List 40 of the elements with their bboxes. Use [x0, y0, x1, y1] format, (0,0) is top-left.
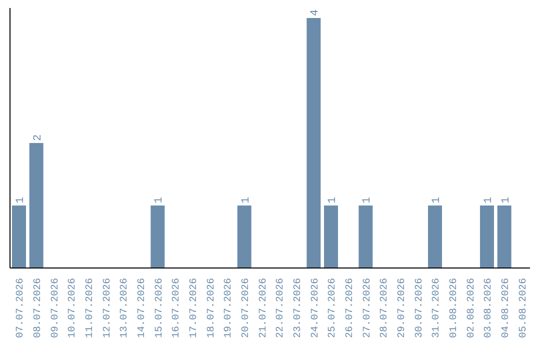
x-tick-label: 21.07.2026: [258, 278, 270, 338]
data-label: 1: [154, 196, 166, 204]
x-tick-label: 13.07.2026: [120, 278, 131, 338]
x-tick-label: 07.07.2026: [16, 278, 27, 338]
x-tick-label: 28.07.2026: [380, 278, 391, 338]
data-label: 1: [240, 196, 252, 204]
x-tick-label: 01.08.2026: [449, 278, 460, 338]
x-tick-label: 30.07.2026: [414, 278, 426, 338]
x-tick-label: 17.07.2026: [189, 278, 200, 338]
x-tick-label: 03.08.2026: [484, 278, 495, 338]
x-tick-label: 27.07.2026: [362, 278, 374, 338]
data-label: 1: [362, 196, 374, 204]
x-tick-label: 29.07.2026: [397, 278, 408, 338]
data-label: 1: [431, 196, 443, 204]
data-label: 4: [310, 9, 322, 16]
x-tick-label: 14.07.2026: [137, 278, 148, 338]
x-tick-label: 16.07.2026: [172, 278, 183, 338]
x-tick-label: 31.07.2026: [432, 278, 443, 338]
x-tick-label: 24.07.2026: [310, 278, 322, 338]
data-label: 1: [500, 196, 512, 204]
x-tick-label: 15.07.2026: [154, 278, 166, 338]
x-tick-label: 11.07.2026: [85, 278, 96, 338]
x-tick-label: 18.07.2026: [206, 278, 218, 338]
data-label: 1: [15, 196, 27, 204]
x-tick-label: 10.07.2026: [68, 278, 79, 338]
x-tick-label: 25.07.2026: [328, 278, 339, 338]
x-tick-label: 02.08.2026: [466, 278, 478, 338]
x-tick-label: 12.07.2026: [102, 278, 114, 338]
x-tick-label: 20.07.2026: [241, 278, 252, 338]
data-label: 2: [32, 134, 44, 141]
data-label: 1: [327, 196, 339, 204]
data-label: 1: [483, 196, 495, 204]
x-tick-label: 04.08.2026: [501, 278, 512, 338]
x-tick-label: 05.08.2026: [518, 278, 530, 338]
x-tick-label: 09.07.2026: [50, 278, 62, 338]
x-tick-label: 26.07.2026: [345, 278, 356, 338]
x-tick-label: 08.07.2026: [33, 278, 44, 338]
x-tick-label: 19.07.2026: [224, 278, 235, 338]
x-tick-label: 22.07.2026: [276, 278, 287, 338]
x-tick-label: 23.07.2026: [293, 278, 304, 338]
